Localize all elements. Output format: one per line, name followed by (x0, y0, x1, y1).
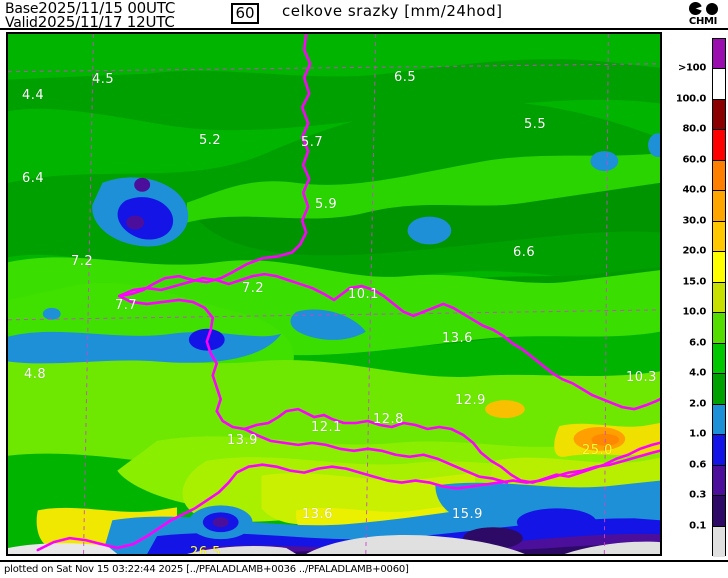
forecast-range-box[interactable]: 60 (231, 3, 259, 24)
colorbar-segment (713, 313, 725, 344)
map-frame[interactable]: 4.4 4.5 5.2 6.4 6.5 5.5 5.7 5.9 7.2 7.2 7.7 6.6 10.1… (6, 32, 662, 556)
logo-glyph-row (682, 1, 724, 16)
base-value: 2025/11/15 00UTC (38, 0, 176, 17)
colorbar[interactable] (712, 38, 726, 557)
valid-label: Valid (5, 15, 38, 31)
colorbar-segment (713, 343, 725, 375)
valid-value: 2025/11/17 12UTC (37, 13, 175, 31)
colorbar-tick: 2.0 (689, 398, 706, 410)
header-bar: Base2025/11/15 00UTC Valid2025/11/17 12U… (0, 0, 728, 31)
colorbar-segment (713, 435, 725, 466)
colorbar-segment (713, 221, 725, 253)
colorbar-segment (713, 526, 725, 557)
colorbar-segment (713, 374, 725, 405)
colorbar-segment (713, 39, 725, 70)
colorbar-segment (713, 99, 725, 131)
colorbar-tick: 40.0 (682, 184, 707, 196)
colorbar-tick: >100 (677, 62, 706, 74)
pacman-icon (688, 2, 702, 15)
colorbar-segment (713, 465, 725, 497)
colorbar-tick: 80.0 (682, 123, 707, 135)
colorbar-segment (713, 252, 725, 283)
plot-provenance-text: plotted on Sat Nov 15 03:22:44 2025 [../… (4, 564, 409, 575)
colorbar-tick: 60.0 (682, 154, 707, 166)
colorbar-tick: 0.3 (689, 489, 706, 501)
colorbar-segment (713, 130, 725, 161)
precipitation-raster (8, 34, 660, 554)
colorbar-segment (713, 191, 725, 222)
base-time-line: Base2025/11/15 00UTC (5, 0, 175, 17)
footer-bar: plotted on Sat Nov 15 03:22:44 2025 [../… (0, 560, 728, 578)
colorbar-segment (713, 282, 725, 314)
colorbar-tick: 1.0 (689, 428, 706, 440)
colorbar-tick: 0.6 (689, 459, 706, 471)
colorbar-segment (713, 404, 725, 436)
base-label: Base (5, 1, 39, 17)
chmi-logo: CHMI (682, 1, 724, 28)
colorbar-segment (713, 160, 725, 192)
colorbar-tick: 10.0 (682, 306, 707, 318)
logo-label: CHMI (688, 16, 718, 27)
circle-icon (705, 2, 718, 15)
colorbar-segment (713, 69, 725, 100)
colorbar-segment (713, 496, 725, 527)
colorbar-tick: 6.0 (689, 337, 706, 349)
page-title: celkove srazky [mm/24hod] (282, 2, 503, 20)
colorbar-tick-labels: >100 100.0 80.0 60.0 40.0 30.0 20.0 15.0 10.0 6.0… (660, 38, 710, 556)
valid-time-line: Valid2025/11/17 12UTC (5, 13, 175, 31)
colorbar-tick: 4.0 (689, 367, 706, 379)
colorbar-tick: 15.0 (682, 276, 707, 288)
map-svg (8, 34, 660, 554)
colorbar-tick: 100.0 (675, 93, 706, 105)
colorbar-tick: 0.1 (689, 520, 706, 532)
colorbar-tick: 20.0 (682, 245, 707, 257)
colorbar-tick: 30.0 (682, 215, 707, 227)
